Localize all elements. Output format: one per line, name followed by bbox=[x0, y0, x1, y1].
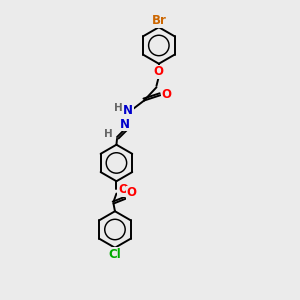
Text: O: O bbox=[118, 183, 128, 196]
Text: N: N bbox=[120, 118, 130, 130]
Text: Br: Br bbox=[152, 14, 166, 27]
Text: N: N bbox=[123, 104, 133, 117]
Text: O: O bbox=[162, 88, 172, 100]
Text: H: H bbox=[104, 128, 113, 139]
Text: H: H bbox=[114, 103, 123, 113]
Text: O: O bbox=[126, 187, 136, 200]
Text: Cl: Cl bbox=[109, 248, 121, 261]
Text: O: O bbox=[154, 65, 164, 79]
